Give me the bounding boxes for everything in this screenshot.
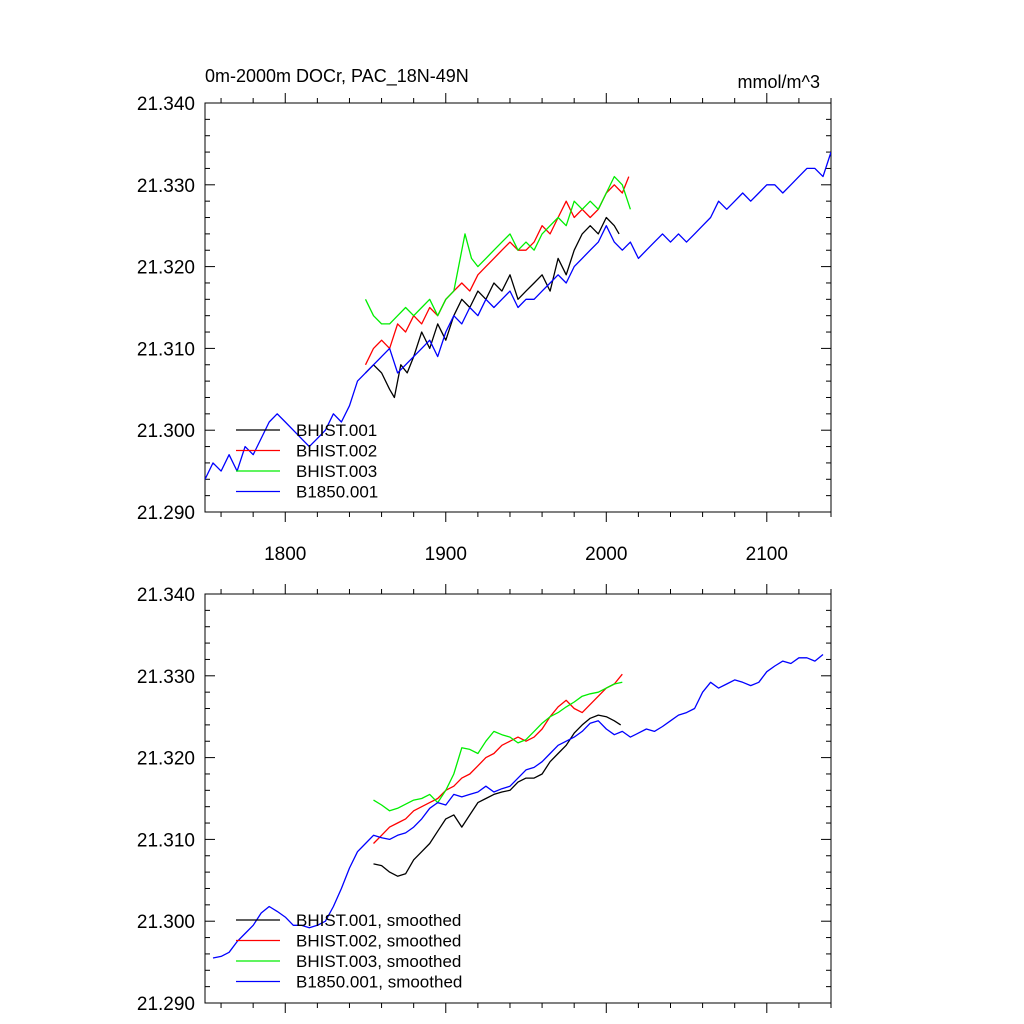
y-tick-label: 21.340 [137,94,195,115]
legend-label: B1850.001 [296,483,378,502]
y-tick-label: 21.320 [137,749,195,770]
series-line-bhist-001-smoothed [373,714,622,877]
series-line-bhist-002 [364,176,630,366]
series-line-b1850-001 [205,151,831,480]
x-tick-label: 1900 [425,544,467,565]
y-tick-label: 21.300 [137,912,195,933]
y-tick-label: 21.340 [137,585,195,606]
legend-label: B1850.001, smoothed [296,973,462,992]
y-tick-label: 21.330 [137,667,195,688]
y-tick-label: 21.300 [137,421,195,442]
legend-label: BHIST.003, smoothed [296,952,461,971]
legend-label: BHIST.003 [296,462,377,481]
y-tick-label: 21.290 [137,503,195,524]
plot-frame [204,102,832,513]
legend-label: BHIST.001, smoothed [296,911,461,930]
y-tick-label: 21.290 [137,994,195,1015]
legend-label: BHIST.002 [296,442,377,461]
top-panel: 21.290 21.300 21.310 21.320 21.330 21.340 1800… [137,93,832,565]
x-tick-label: 2100 [746,544,788,565]
y-tick-label: 21.320 [137,258,195,279]
y-tick-label: 21.310 [137,830,195,851]
legend-label: BHIST.002, smoothed [296,932,461,951]
series-line-bhist-003-smoothed [373,681,623,812]
y-tick-label: 21.330 [137,176,195,197]
series-line-bhist-003 [364,175,632,325]
plot-frame [204,593,832,1004]
units-label: mmol/m^3 [738,72,820,92]
series-line-bhist-002-smoothed [373,673,623,844]
series-line-bhist-001 [365,216,620,399]
x-tick-label: 2000 [585,544,627,565]
chart-title: 0m-2000m DOCr, PAC_18N-49N [205,66,469,87]
legend-label: BHIST.001 [296,421,377,440]
series-line-b1850-001-smoothed [212,653,824,959]
x-tick-label: 1800 [264,544,306,565]
y-tick-label: 21.310 [137,339,195,360]
bottom-panel: 21.290 21.300 21.310 21.320 21.330 21.340 BHIS… [137,584,832,1015]
